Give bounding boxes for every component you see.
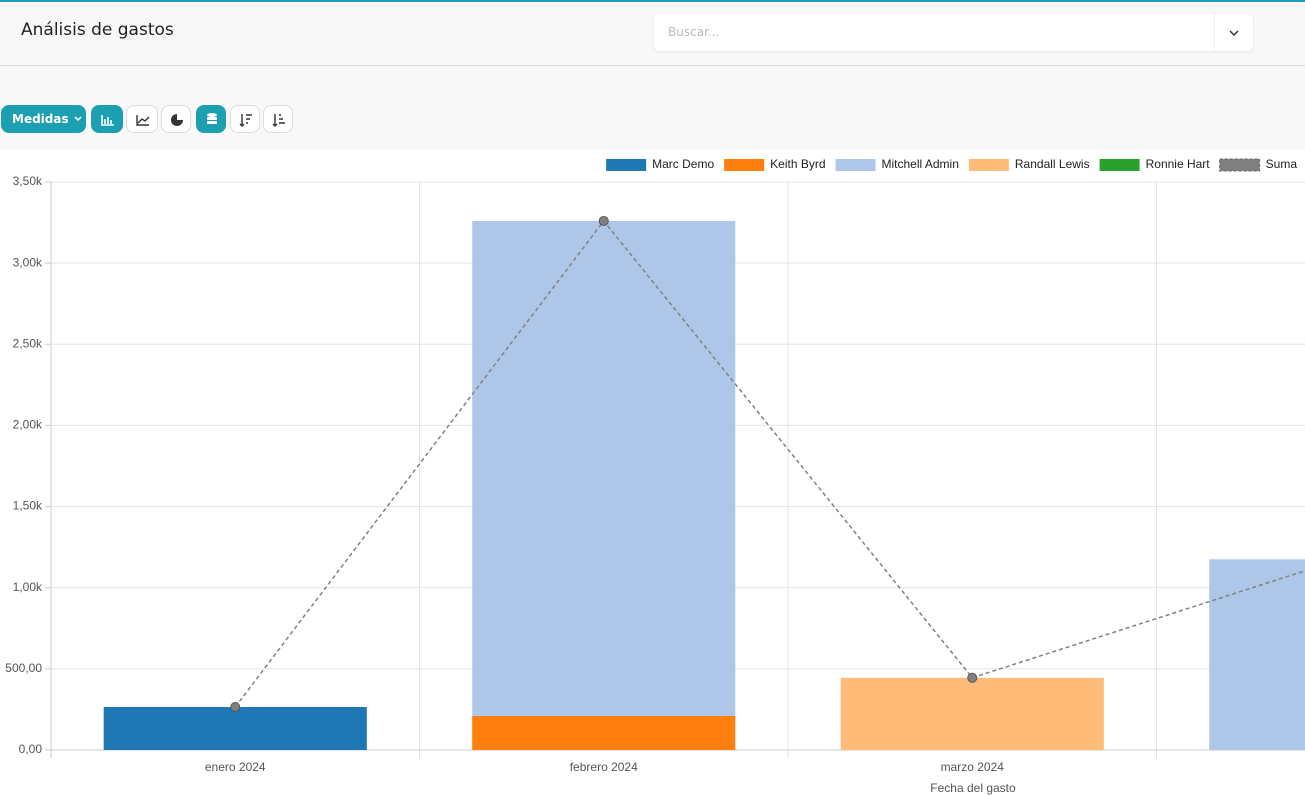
legend-swatch: [1219, 158, 1261, 172]
search-placeholder: Buscar...: [668, 25, 720, 39]
sort-desc-button[interactable]: [230, 105, 260, 133]
line-point: [230, 701, 241, 712]
stacked-button[interactable]: [196, 105, 226, 133]
legend-item: Marc Demo: [606, 157, 714, 171]
y-tick-label: 2,00k: [13, 418, 43, 432]
caret: [74, 116, 82, 122]
legend-label: Keith Byrd: [770, 157, 825, 171]
legend-item: Mitchell Admin: [835, 157, 959, 171]
bar-segment: [840, 677, 1104, 750]
y-tick-label: 3,00k: [13, 255, 43, 269]
legend-label: Suma: [1266, 157, 1298, 171]
y-tick-label: 0,00: [19, 742, 43, 756]
legend-label: Marc Demo: [652, 157, 714, 171]
page-title: Análisis de gastos: [21, 20, 174, 40]
bar-segment: [472, 715, 736, 750]
pie-chart-button[interactable]: [161, 105, 191, 133]
line-point: [967, 672, 978, 683]
measures-button[interactable]: Medidas: [1, 105, 86, 133]
x-tick-label: febrero 2024: [570, 760, 638, 774]
legend-label: Randall Lewis: [1015, 157, 1090, 171]
line-point: [598, 215, 609, 226]
legend-item: Ronnie Hart: [1099, 157, 1211, 171]
x-tick-label: marzo 2024: [941, 760, 1005, 774]
header: Análisis de gastos Buscar...: [0, 0, 1305, 66]
legend-item: Suma: [1219, 157, 1298, 172]
legend-item: Keith Byrd: [724, 157, 826, 171]
bar-segment: [1209, 559, 1305, 750]
legend-item: Randall Lewis: [968, 157, 1090, 171]
legend-swatch: [1099, 159, 1140, 171]
bar-segment: [103, 706, 367, 750]
chart: Fecha del gasto 0,00 500,00 1,00k 1,50k 2,00…: [0, 150, 1305, 795]
legend-swatch: [724, 159, 765, 171]
legend-swatch: [968, 159, 1009, 171]
bar-chart-button[interactable]: [91, 105, 123, 133]
y-tick-label: 500,00: [5, 661, 42, 675]
y-tick-label: 3,50k: [13, 174, 43, 188]
y-tick-label: 1,50k: [13, 499, 43, 513]
y-tick-label: 2,50k: [13, 336, 43, 350]
search-box[interactable]: Buscar...: [654, 14, 1253, 51]
legend-swatch: [606, 159, 647, 171]
x-tick-label: enero 2024: [205, 760, 266, 774]
y-tick-label: 1,00k: [13, 580, 43, 594]
line-chart-button[interactable]: [126, 105, 158, 133]
legend-label: Ronnie Hart: [1146, 157, 1211, 171]
measures-label: Medidas: [12, 112, 69, 126]
search-dropdown[interactable]: [1214, 14, 1253, 51]
line-series: [234, 219, 1305, 708]
x-axis-title: Fecha del gasto: [930, 781, 1016, 795]
sort-asc-button[interactable]: [263, 105, 293, 133]
bar-segment: [472, 220, 736, 716]
legend-swatch: [835, 159, 876, 171]
legend-label: Mitchell Admin: [882, 157, 959, 171]
